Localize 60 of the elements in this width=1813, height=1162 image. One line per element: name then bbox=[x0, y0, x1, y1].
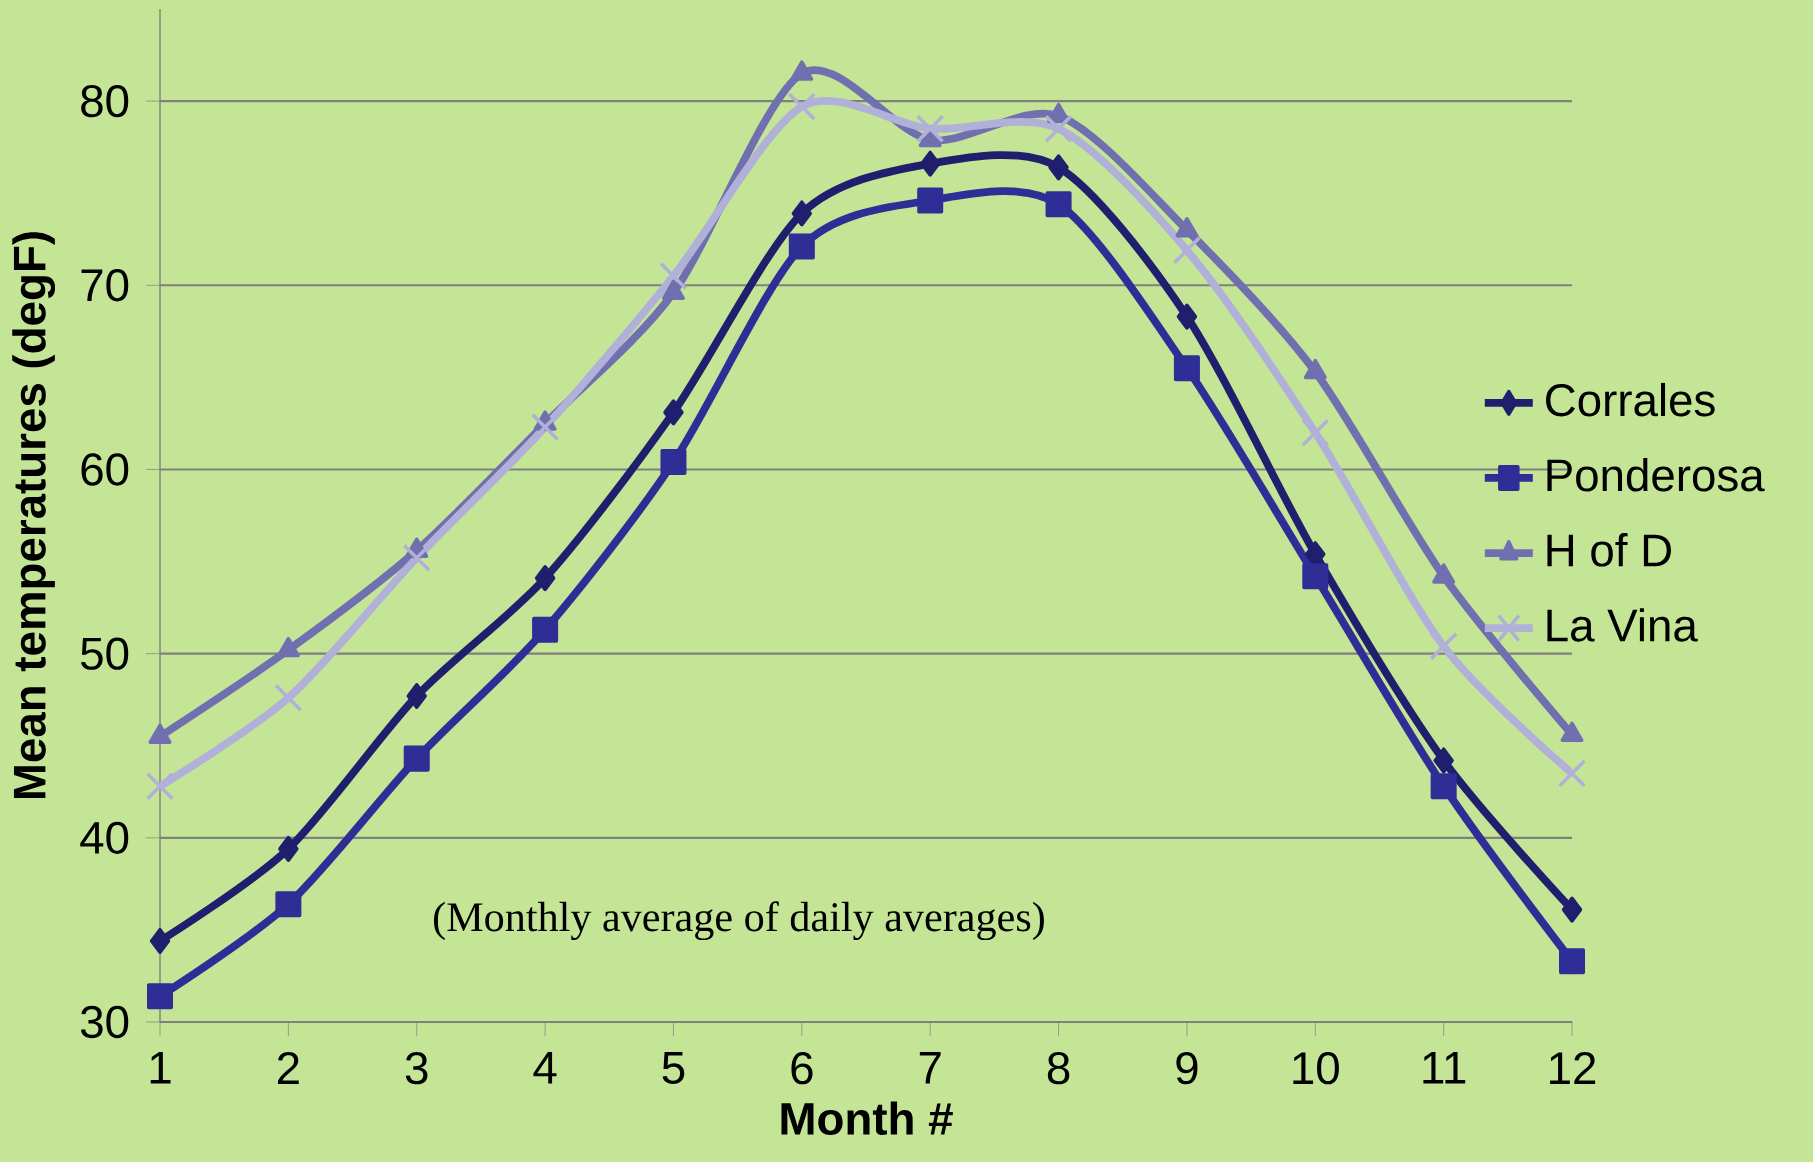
point bbox=[916, 114, 945, 143]
point bbox=[1045, 191, 1072, 218]
x-tick-label: 11 bbox=[1423, 1052, 1466, 1084]
point bbox=[660, 449, 687, 476]
point bbox=[917, 187, 944, 214]
y-tick-label: 60 bbox=[81, 453, 129, 486]
point bbox=[1172, 236, 1202, 265]
y-tick-label: 40 bbox=[80, 821, 129, 854]
point bbox=[532, 616, 559, 643]
point bbox=[403, 745, 430, 772]
point bbox=[278, 835, 299, 862]
point bbox=[791, 200, 813, 227]
point bbox=[920, 150, 941, 177]
y-tick-label: 70 bbox=[81, 269, 129, 302]
x-tick-label: 10 bbox=[1293, 1051, 1339, 1085]
point bbox=[530, 412, 560, 442]
point bbox=[659, 261, 688, 291]
point bbox=[402, 543, 431, 573]
point bbox=[534, 565, 556, 592]
legend-label: La Vina bbox=[1547, 608, 1698, 642]
point bbox=[1048, 154, 1069, 181]
legend-label: Ponderosa bbox=[1547, 457, 1765, 492]
point bbox=[663, 399, 684, 426]
legend-label: Corrales bbox=[1546, 382, 1715, 417]
point bbox=[1430, 773, 1457, 800]
point bbox=[1433, 747, 1454, 774]
x-tick-label: 7 bbox=[919, 1052, 941, 1084]
point bbox=[1044, 114, 1073, 143]
point bbox=[1557, 759, 1587, 788]
point bbox=[1176, 303, 1198, 330]
point bbox=[787, 92, 817, 121]
point bbox=[1302, 563, 1329, 590]
y-axis-title: Mean temperatures (degF) bbox=[12, 232, 56, 799]
x-tick-label: 9 bbox=[1176, 1051, 1198, 1085]
point bbox=[1429, 632, 1458, 661]
point bbox=[147, 983, 174, 1010]
x-tick-label: 3 bbox=[405, 1051, 428, 1085]
point bbox=[1559, 948, 1586, 975]
point bbox=[1561, 896, 1583, 923]
point bbox=[145, 772, 175, 801]
y-tick-label: 80 bbox=[81, 84, 129, 118]
x-axis-title: Month # bbox=[781, 1101, 953, 1135]
point bbox=[1301, 418, 1330, 447]
point bbox=[275, 891, 302, 918]
y-tick-label: 30 bbox=[80, 1005, 129, 1039]
legend-label: H of D bbox=[1547, 533, 1671, 567]
x-tick-label: 4 bbox=[533, 1052, 557, 1084]
x-tick-label: 12 bbox=[1550, 1051, 1596, 1084]
point bbox=[1173, 355, 1200, 382]
annotation: (Monthly average of daily averages) bbox=[434, 901, 1044, 941]
point bbox=[406, 683, 427, 710]
point bbox=[274, 683, 303, 713]
x-tick-label: 6 bbox=[791, 1051, 813, 1085]
point bbox=[788, 233, 815, 260]
x-tick-label: 8 bbox=[1047, 1051, 1070, 1085]
x-tick-label: 5 bbox=[662, 1052, 685, 1084]
x-tick-label: 2 bbox=[277, 1051, 299, 1084]
x-tick-label: 1 bbox=[150, 1052, 171, 1084]
y-tick-label: 50 bbox=[81, 637, 129, 670]
point bbox=[149, 927, 171, 954]
